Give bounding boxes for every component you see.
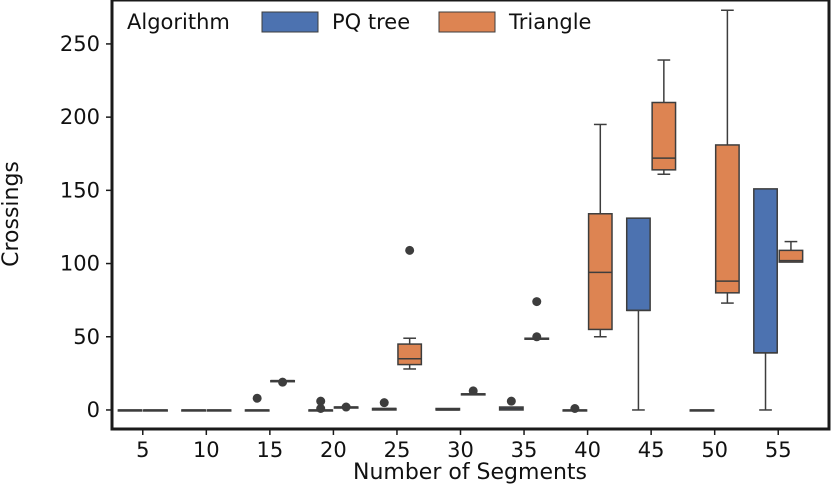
- box-iqr: [778, 249, 804, 263]
- outlier-point: [316, 396, 326, 406]
- box-pq-tree-45: [625, 217, 651, 411]
- x-tick-label: 45: [638, 438, 665, 462]
- x-tick-label: 25: [384, 438, 411, 462]
- box-triangle-50: [714, 9, 740, 304]
- y-tick-label: 200: [60, 105, 100, 129]
- x-axis-ticks: 5 10 15 20 25 30 35 40 45 50 55: [136, 429, 792, 462]
- box-triangle-30: [460, 386, 486, 396]
- x-tick-label: 50: [701, 438, 728, 462]
- x-tick-label: 35: [511, 438, 538, 462]
- box-pq-tree-40: [562, 404, 588, 414]
- outlier-point: [532, 332, 542, 342]
- box-triangle-45: [651, 59, 677, 175]
- x-tick-label: 15: [256, 438, 283, 462]
- outlier-point: [532, 297, 542, 307]
- legend-swatch-pq-tree: [261, 11, 319, 33]
- box-pq-tree-55: [753, 188, 778, 411]
- outlier-point: [506, 396, 516, 406]
- box-pq-tree-5: [117, 409, 143, 412]
- legend-swatch-triangle: [438, 11, 496, 33]
- legend-label-triangle: Triangle: [508, 10, 591, 34]
- box-pq-tree-30: [435, 407, 461, 411]
- x-axis-label: Number of Segments: [353, 460, 587, 485]
- box-triangle-15: [270, 377, 296, 387]
- y-axis-ticks: 0 50 100 150 200 250: [60, 32, 112, 422]
- box-triangle-55: [778, 240, 804, 263]
- x-tick-label: 5: [136, 438, 149, 462]
- outlier-point: [379, 398, 389, 408]
- x-tick-label: 55: [765, 438, 792, 462]
- y-axis-label: Crossings: [0, 161, 24, 267]
- y-tick-label: 50: [73, 325, 100, 349]
- legend-label-pq-tree: PQ tree: [332, 10, 410, 34]
- x-tick-label: 30: [447, 438, 474, 462]
- y-tick-label: 100: [60, 252, 100, 276]
- box-iqr: [397, 343, 423, 366]
- plot-background: [112, 0, 829, 429]
- box-series: [117, 9, 804, 414]
- box-pq-tree-20: [308, 396, 334, 414]
- legend: Algorithm PQ tree Triangle: [127, 10, 591, 34]
- y-tick-label: 250: [60, 32, 100, 56]
- x-tick-label: 20: [320, 438, 347, 462]
- box-triangle-10: [206, 409, 232, 412]
- y-tick-label: 0: [87, 398, 100, 422]
- outlier-point: [468, 386, 478, 396]
- box-iqr: [753, 188, 778, 354]
- box-pq-tree-35: [498, 396, 524, 411]
- plot-frame: [110, 0, 831, 431]
- box-pq-tree-15: [244, 393, 270, 412]
- box-triangle-40: [587, 123, 613, 338]
- box-triangle-20: [333, 402, 359, 412]
- outlier-point: [570, 404, 580, 414]
- outlier-point: [278, 377, 288, 387]
- box-iqr: [714, 144, 740, 294]
- x-tick-label: 40: [574, 438, 601, 462]
- y-tick-label: 150: [60, 178, 100, 202]
- box-triangle-35: [524, 297, 550, 342]
- box-triangle-5: [143, 409, 168, 412]
- outlier-point: [341, 402, 351, 412]
- box-iqr: [625, 217, 651, 312]
- box-triangle-25: [397, 245, 423, 370]
- x-tick-label: 10: [193, 438, 220, 462]
- outlier-point: [316, 404, 326, 414]
- box-pq-tree-10: [181, 409, 207, 412]
- legend-title: Algorithm: [127, 10, 230, 34]
- box-iqr: [651, 101, 677, 171]
- box-pq-tree-50: [689, 409, 715, 412]
- box-pq-tree-25: [371, 398, 397, 411]
- outlier-point: [252, 393, 262, 403]
- outlier-point: [405, 245, 415, 255]
